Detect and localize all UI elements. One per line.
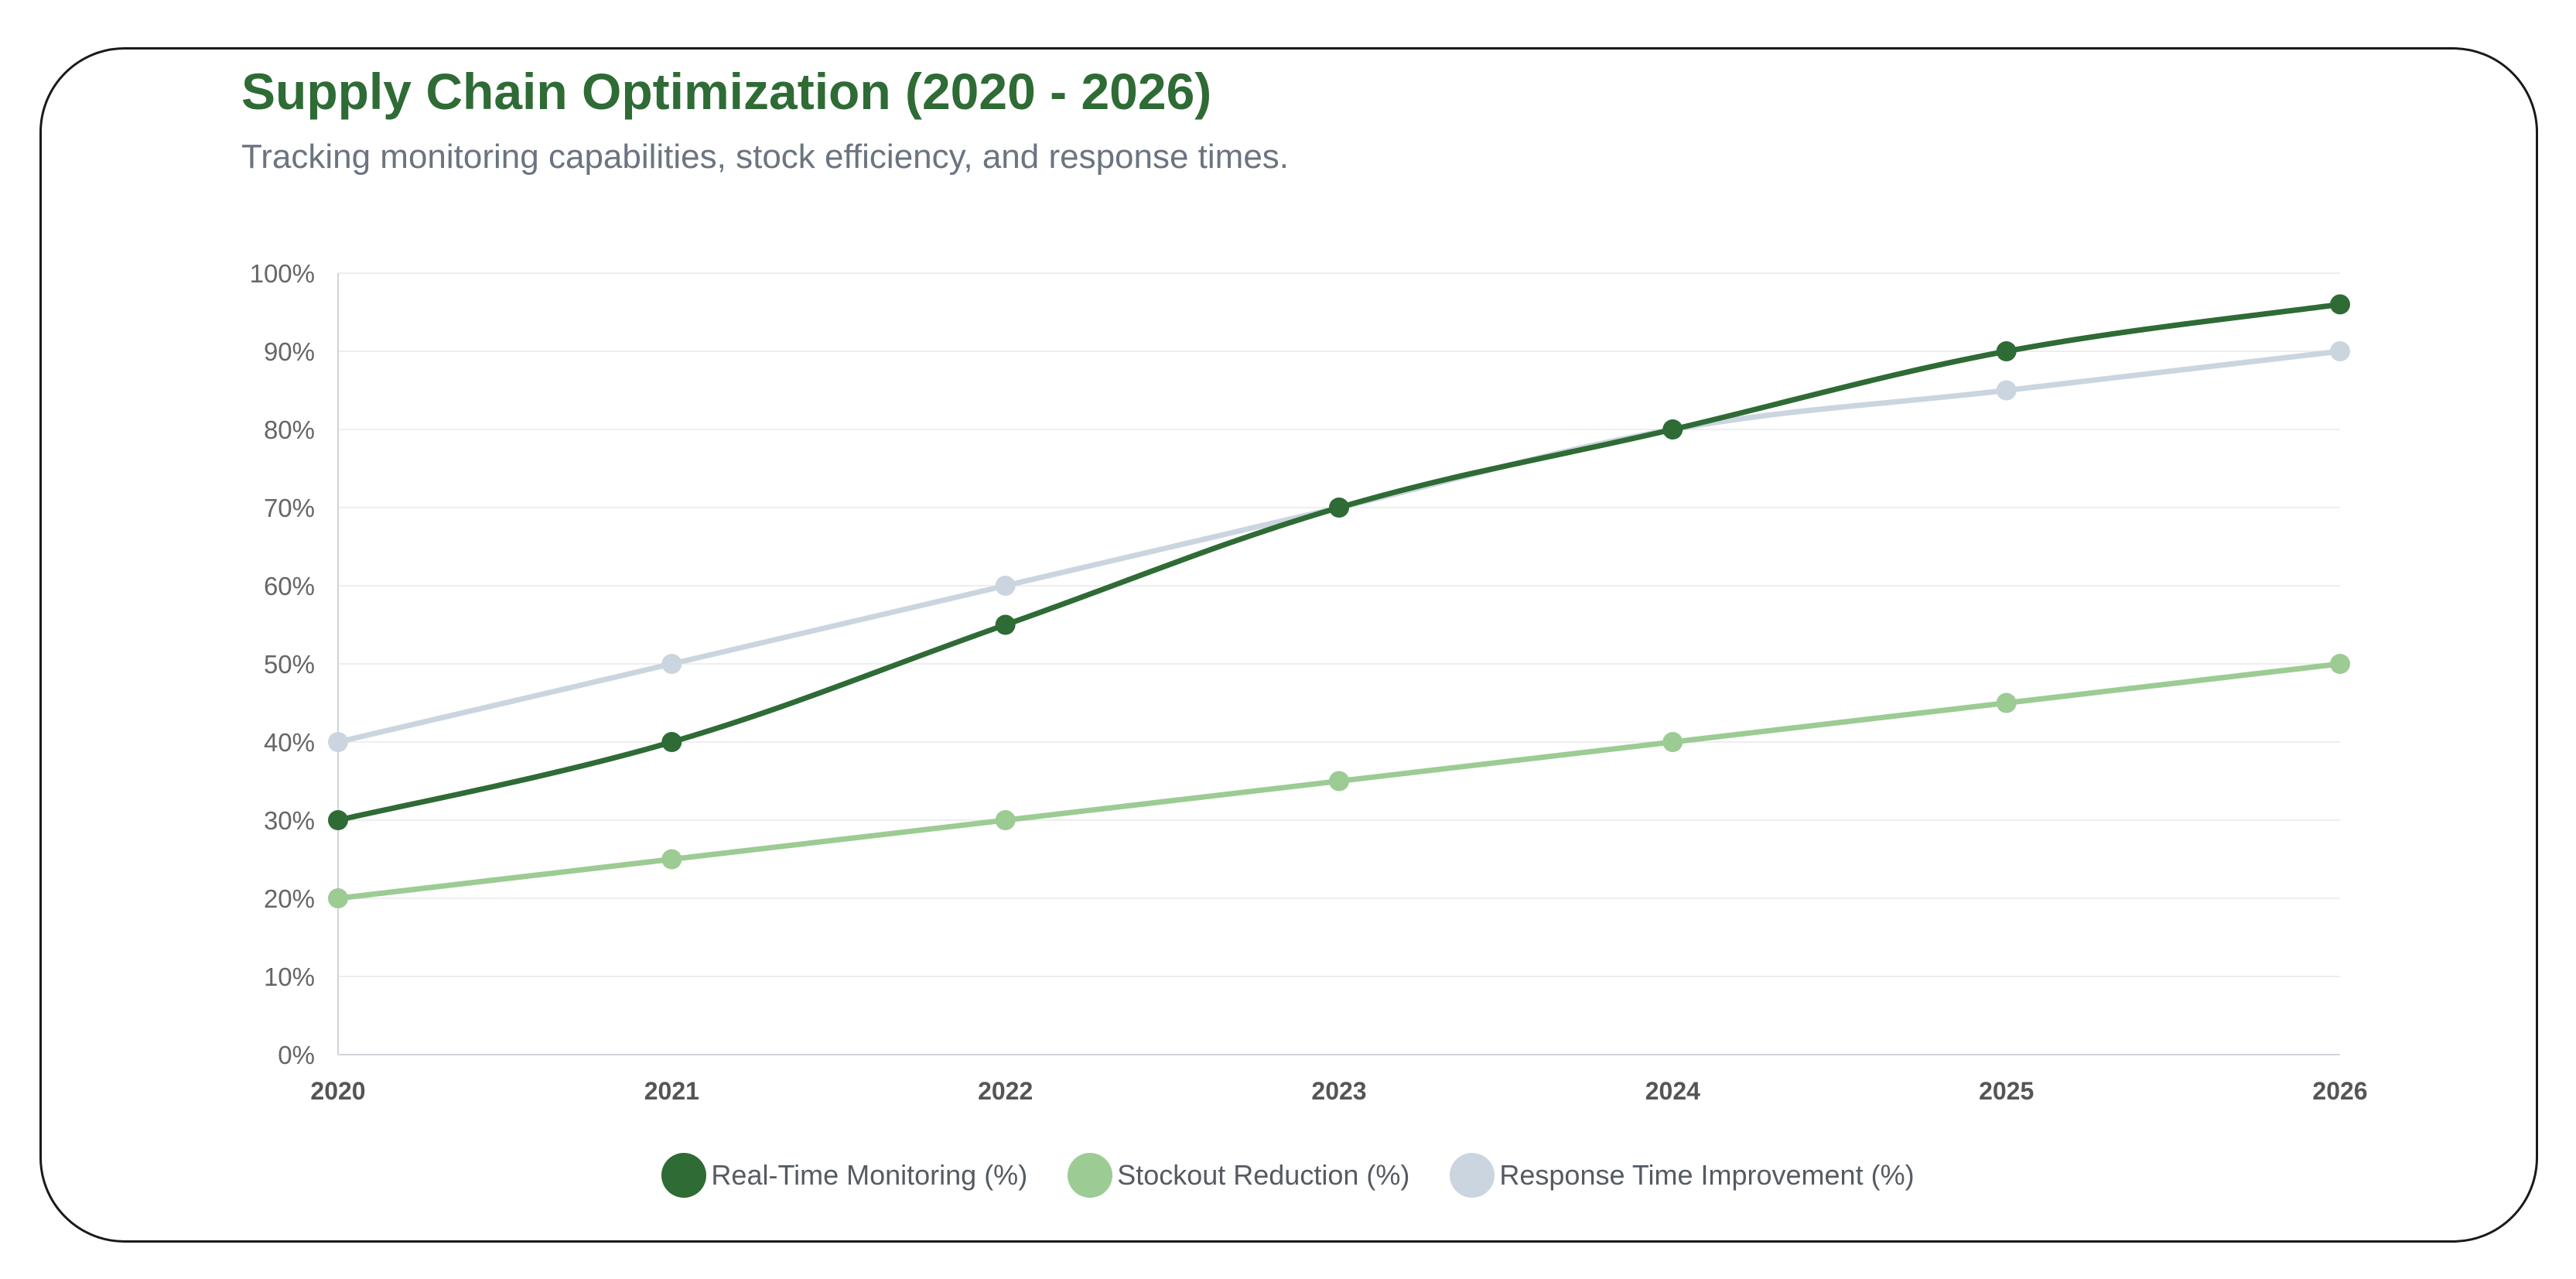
y-tick-label: 100%: [250, 259, 315, 288]
x-tick-label: 2020: [310, 1077, 365, 1105]
data-point: [328, 732, 348, 752]
data-point: [1329, 498, 1349, 518]
series-line: [335, 348, 2343, 745]
data-point: [995, 576, 1016, 596]
y-tick-label: 60%: [264, 572, 315, 600]
data-point: [2330, 341, 2350, 361]
data-point: [1662, 419, 1683, 439]
x-tick-label: 2025: [1979, 1077, 2034, 1105]
legend-label: Stockout Reduction (%): [1117, 1159, 1410, 1191]
series-line: [335, 301, 2343, 823]
chart-title: Supply Chain Optimization (2020 - 2026): [241, 63, 1212, 120]
chart-card: [39, 47, 2538, 1243]
series-stockout-reduction: [328, 654, 2350, 908]
legend-swatch-icon: [1450, 1153, 1495, 1198]
series-response-time-improvement: [328, 341, 2350, 752]
data-point: [995, 810, 1016, 830]
x-tick-label: 2022: [978, 1077, 1033, 1105]
legend-item[interactable]: Response Time Improvement (%): [1450, 1153, 1915, 1198]
x-tick-label: 2021: [644, 1077, 699, 1105]
data-point: [1996, 380, 2017, 401]
y-tick-label: 0%: [278, 1041, 315, 1069]
x-tick-label: 2023: [1311, 1077, 1366, 1105]
y-tick-label: 20%: [264, 884, 315, 913]
data-point: [1662, 732, 1683, 752]
y-tick-label: 70%: [264, 494, 315, 522]
data-point: [1329, 771, 1349, 792]
chart-subtitle: Tracking monitoring capabilities, stock …: [241, 138, 1290, 176]
y-tick-label: 40%: [264, 728, 315, 757]
axes: [337, 273, 2340, 1055]
data-point: [328, 810, 348, 830]
data-point: [661, 849, 682, 870]
y-tick-label: 90%: [264, 337, 315, 366]
y-axis-tick-labels: 0% 10% 20% 30% 40% 50% 60% 70% 80% 90% 100%: [250, 259, 315, 1069]
data-point: [2330, 654, 2350, 674]
legend-item[interactable]: Real-Time Monitoring (%): [661, 1153, 1027, 1198]
chart-legend: Real-Time Monitoring (%) Stockout Reducti…: [0, 1153, 2576, 1198]
data-point: [661, 654, 682, 674]
data-point: [1996, 693, 2017, 713]
x-tick-label: 2026: [2312, 1077, 2367, 1105]
y-tick-label: 30%: [264, 806, 315, 835]
series-lines: [328, 294, 2350, 908]
legend-swatch-icon: [661, 1153, 707, 1198]
x-axis-tick-labels: 2020 2021 2022 2023 2024 2025 2026: [310, 1077, 2367, 1105]
legend-label: Response Time Improvement (%): [1499, 1159, 1915, 1191]
grid-lines: [338, 272, 2340, 977]
data-point: [1996, 341, 2017, 361]
legend-label: Real-Time Monitoring (%): [711, 1159, 1028, 1191]
data-point: [995, 614, 1016, 635]
data-point: [328, 888, 348, 908]
data-point: [661, 732, 682, 752]
y-tick-label: 50%: [264, 650, 315, 679]
legend-swatch-icon: [1068, 1153, 1113, 1198]
x-tick-label: 2024: [1645, 1077, 1700, 1105]
y-tick-label: 10%: [264, 963, 315, 991]
data-point: [2330, 294, 2350, 315]
y-tick-label: 80%: [264, 416, 315, 444]
series-real-time-monitoring: [328, 294, 2350, 830]
legend-item[interactable]: Stockout Reduction (%): [1068, 1153, 1409, 1198]
